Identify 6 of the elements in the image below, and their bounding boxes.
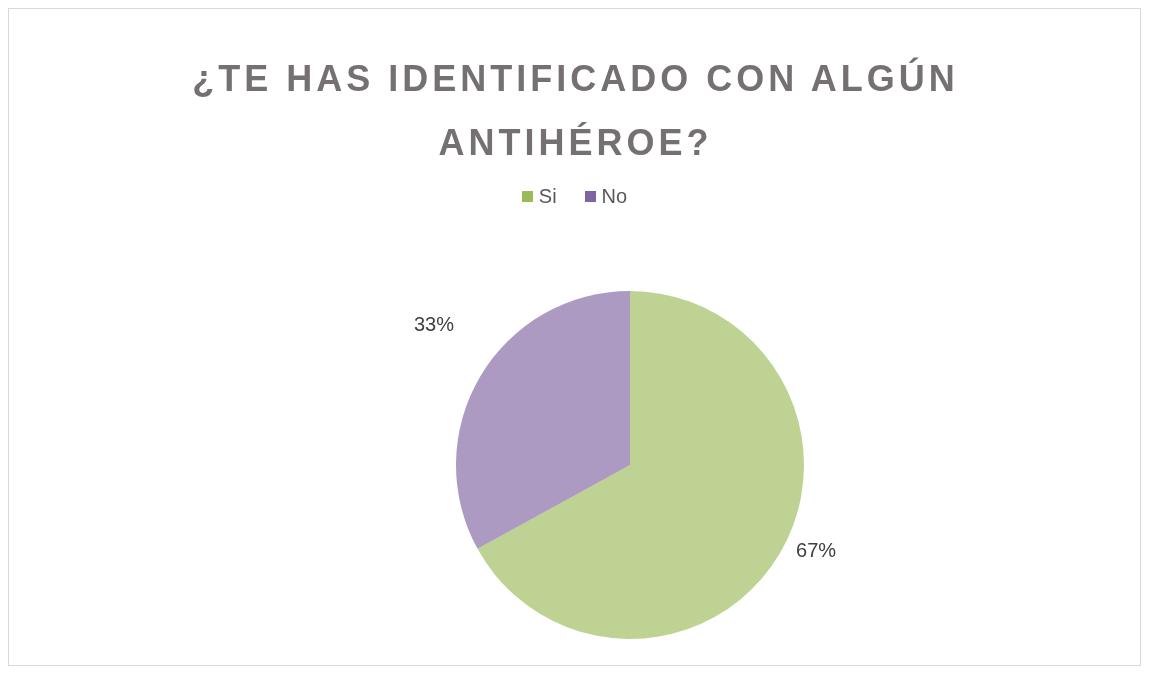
- pie-slice: [456, 291, 630, 549]
- chart-title: ¿TE HAS IDENTIFICADO CON ALGÚN ANTIHÉROE?: [191, 56, 960, 165]
- data-label: 67%: [796, 539, 837, 562]
- data-label: 33%: [413, 312, 455, 335]
- legend-label: No: [601, 185, 628, 208]
- legend-label: Si: [538, 185, 557, 208]
